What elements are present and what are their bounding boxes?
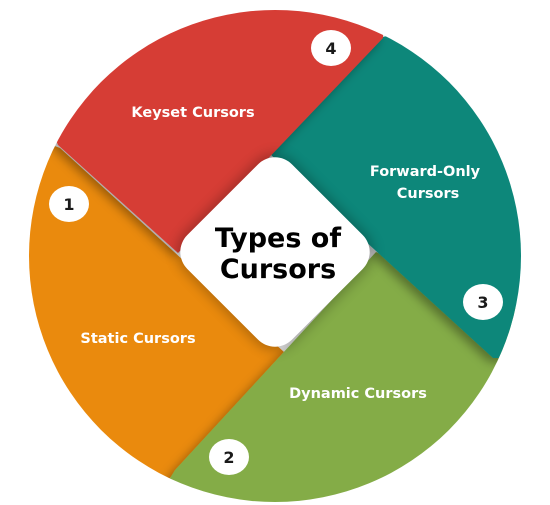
badge-4: 4 <box>311 30 351 66</box>
center-title-line-1: Types of <box>215 223 341 254</box>
keyset-cursors-label: Keyset Cursors <box>131 105 254 121</box>
badge-3-number: 3 <box>477 293 488 312</box>
forward-only-label-line-2: Cursors <box>397 186 460 202</box>
badge-1-circle <box>49 186 89 222</box>
badge-1: 1 <box>49 186 89 222</box>
badge-2: 2 <box>209 439 249 475</box>
badge-3: 3 <box>463 284 503 320</box>
badge-2-number: 2 <box>223 448 234 467</box>
dynamic-cursors-label: Dynamic Cursors <box>289 386 427 402</box>
center-title-line-2: Cursors <box>220 254 336 285</box>
center-diamond <box>176 153 374 351</box>
badge-4-number: 4 <box>325 39 336 58</box>
badge-4-circle <box>311 30 351 66</box>
center-diamond-shape <box>180 157 370 347</box>
badge-3-circle <box>463 284 503 320</box>
badge-1-number: 1 <box>63 195 74 214</box>
static-cursors-label: Static Cursors <box>80 331 195 347</box>
badge-2-circle <box>209 439 249 475</box>
forward-only-label-line-1: Forward-Only <box>370 164 481 180</box>
